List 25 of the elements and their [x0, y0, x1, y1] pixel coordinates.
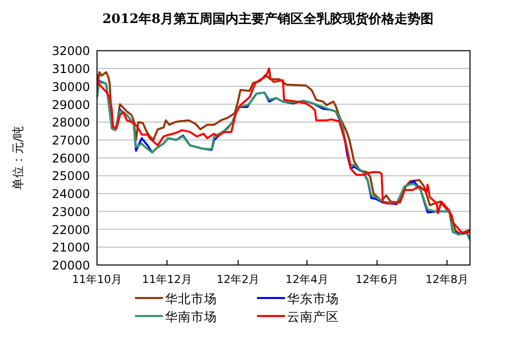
x-tick-label: 12年6月	[356, 273, 399, 286]
y-tick-label: 25000	[52, 169, 90, 184]
x-tick-label: 12年8月	[426, 273, 469, 286]
y-axis-title: 单位：元/吨	[11, 126, 25, 190]
x-tick-label: 12年4月	[286, 273, 329, 286]
y-tick-label: 20000	[52, 258, 90, 272]
y-tick-label: 32000	[52, 44, 90, 58]
y-tick-label: 22000	[52, 222, 90, 237]
y-tick-label: 26000	[52, 151, 90, 166]
y-tick-label: 27000	[52, 133, 90, 148]
y-tick-label: 31000	[52, 62, 90, 76]
y-tick-label: 21000	[52, 240, 90, 255]
y-tick-label: 29000	[52, 98, 90, 112]
y-tick-label: 28000	[52, 116, 90, 130]
legend-label: 华北市场	[165, 291, 217, 306]
legend-label: 华东市场	[287, 291, 339, 306]
x-tick-label: 11年12月	[142, 273, 192, 286]
x-tick-label: 12年2月	[216, 273, 260, 286]
chart-title: 2012年8月第五周国内主要产销区全乳胶现货价格走势图	[102, 11, 434, 27]
legend-label: 云南产区	[287, 309, 339, 324]
y-tick-label: 30000	[52, 80, 90, 94]
x-tick-label: 11年10月	[72, 273, 122, 286]
y-tick-label: 24000	[52, 187, 90, 202]
y-tick-label: 23000	[52, 204, 90, 219]
legend-label: 华南市场	[165, 309, 217, 324]
